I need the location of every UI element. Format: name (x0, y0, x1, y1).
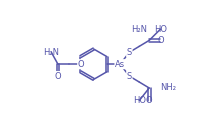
Text: As: As (115, 60, 125, 69)
Text: O: O (146, 96, 153, 105)
Text: HO: HO (133, 96, 146, 105)
Text: O: O (157, 36, 164, 45)
Text: S: S (127, 48, 132, 57)
Text: H₂N: H₂N (43, 48, 59, 57)
Text: O: O (55, 72, 61, 81)
Text: HO: HO (154, 25, 167, 34)
Text: NH₂: NH₂ (160, 83, 176, 92)
Text: H₂N: H₂N (131, 25, 147, 34)
Text: O: O (78, 60, 84, 69)
Text: S: S (127, 72, 132, 81)
